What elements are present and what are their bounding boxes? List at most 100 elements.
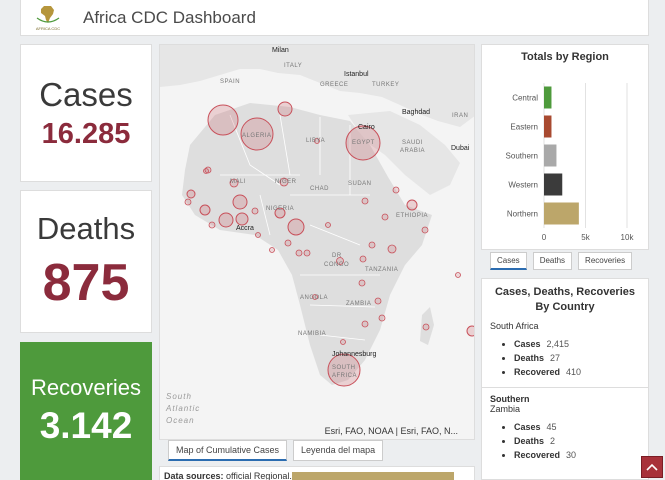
cases-bubble[interactable] <box>269 247 275 253</box>
cases-bubble[interactable] <box>374 297 382 305</box>
basemap <box>160 45 475 439</box>
cases-bubble[interactable] <box>255 232 261 238</box>
cases-bubble[interactable] <box>422 323 430 331</box>
cases-bubble[interactable] <box>287 218 305 236</box>
cases-bubble[interactable] <box>186 189 196 199</box>
cases-bubble[interactable] <box>378 314 386 322</box>
chart-tabs: Cases Deaths Recoveries <box>490 252 633 270</box>
stat-recovered: Recovered 410 <box>502 367 640 377</box>
tab-recoveries[interactable]: Recoveries <box>578 252 633 270</box>
list-item[interactable]: South Africa Cases 2,415 Deaths 27 Recover… <box>482 315 648 387</box>
map-label-algeria: ALGERIA <box>242 133 272 139</box>
map-tabs: Map of Cumulative Cases Leyenda del mapa <box>168 440 384 461</box>
x-tick-label: 10k <box>621 233 635 242</box>
cases-bubble[interactable] <box>336 257 344 265</box>
cases-bubble[interactable] <box>203 168 209 174</box>
africa-cdc-logo: AFRICA CDC <box>31 3 65 33</box>
region-name: Southern <box>490 394 530 404</box>
list-item[interactable]: Southern Zambia Cases 45 Deaths 2 Recovere… <box>482 388 648 470</box>
stat-cases: Cases 45 <box>502 422 640 432</box>
map-attribution[interactable]: Esri, FAO, NOAA | Esri, FAO, N... <box>324 426 458 436</box>
cases-bubble[interactable] <box>279 177 289 187</box>
stat-deaths: Deaths 27 <box>502 353 640 363</box>
cases-bubble[interactable] <box>387 244 397 254</box>
cases-bubble[interactable] <box>368 241 376 249</box>
cases-bubble[interactable] <box>421 226 429 234</box>
sources-text: official Regional... <box>226 471 297 480</box>
map-label-libya: LIBYA <box>306 138 326 144</box>
tab-deaths[interactable]: Deaths <box>532 252 573 270</box>
map-label-sudan: SUDAN <box>348 181 372 187</box>
map-label-italy: ITALY <box>284 63 303 69</box>
cases-bubble[interactable] <box>340 339 346 345</box>
map-label-arabia: ARABIA <box>400 148 426 154</box>
cases-bubble[interactable] <box>232 194 248 210</box>
recoveries-card: Recoveries 3.142 <box>20 342 152 480</box>
cases-bubble[interactable] <box>361 320 369 328</box>
cases-bubble[interactable] <box>406 199 418 211</box>
cases-bubble[interactable] <box>184 198 192 206</box>
scroll-to-top-button[interactable] <box>641 456 663 478</box>
cases-bubble[interactable] <box>392 186 400 194</box>
cases-bubble[interactable] <box>235 212 249 226</box>
map-view[interactable]: Milan ITALY SPAIN Istanbul GREECE TURKEY… <box>159 44 475 440</box>
category-label: Central <box>512 94 538 103</box>
cases-bubble[interactable] <box>240 117 274 151</box>
map-label-africa: AFRICA <box>332 373 358 379</box>
bar-southern <box>544 144 557 167</box>
cases-bubble[interactable] <box>327 353 361 387</box>
chart-plot: 0 5k 10k Central Eastern Southern Western North… <box>506 83 635 242</box>
list-title: Cases, Deaths, Recoveries By Country <box>494 286 636 313</box>
cases-bubble[interactable] <box>251 207 259 215</box>
map-label-tanzania: TANZANIA <box>365 267 399 273</box>
cases-bubble[interactable] <box>345 125 381 161</box>
map-label-spain: SPAIN <box>220 79 241 85</box>
map-label-accra: Accra <box>236 225 254 232</box>
cases-bubble[interactable] <box>381 213 389 221</box>
tab-cases[interactable]: Cases <box>490 252 527 270</box>
map-label-congo: CONGO <box>324 262 350 268</box>
cases-bubble[interactable] <box>229 178 239 188</box>
tab-map-cumulative-cases[interactable]: Map of Cumulative Cases <box>168 440 288 461</box>
map-label-south: SOUTH <box>332 365 356 371</box>
page-title: Africa CDC Dashboard <box>83 7 256 27</box>
map-label-milan: Milan <box>272 47 289 54</box>
cases-bubble[interactable] <box>218 212 234 228</box>
cases-bubble[interactable] <box>295 249 303 257</box>
category-label: Northern <box>507 210 538 219</box>
map-label-istanbul: Istanbul <box>344 71 369 78</box>
chevron-up-icon <box>646 463 658 471</box>
tab-map-legend[interactable]: Leyenda del mapa <box>293 440 384 461</box>
deaths-label: Deaths <box>36 210 136 246</box>
deaths-card: Deaths 875 <box>20 190 152 333</box>
cases-bubble[interactable] <box>466 325 475 337</box>
cases-value: 16.285 <box>41 117 131 150</box>
cases-bubble[interactable] <box>314 138 320 144</box>
cases-card: Cases 16.285 <box>20 44 152 182</box>
cases-bubble[interactable] <box>284 239 292 247</box>
map-label-cairo: Cairo <box>358 124 375 131</box>
cases-bubble[interactable] <box>358 279 366 287</box>
cases-bubble[interactable] <box>199 204 211 216</box>
cases-bubble[interactable] <box>359 255 367 263</box>
cases-bubble[interactable] <box>207 104 239 136</box>
cases-bubble[interactable] <box>274 207 286 219</box>
cases-bubble[interactable] <box>312 294 318 300</box>
x-tick-label: 0 <box>542 233 547 242</box>
map-label-niger: NIGER <box>275 179 297 185</box>
totals-by-region-chart: Totals by Region 0 5k 10k Central Eastern Sou… <box>481 44 649 250</box>
cases-bubble[interactable] <box>208 221 216 229</box>
cases-bubble[interactable] <box>303 249 311 257</box>
cases-bubble[interactable] <box>361 197 369 205</box>
map-label-egypt: EGYPT <box>352 140 375 146</box>
map-label-greece: GREECE <box>320 82 349 88</box>
sources-label: Data sources: <box>164 471 224 480</box>
chart-title: Totals by Region <box>521 51 609 63</box>
map-label-iran: IRAN <box>452 113 469 119</box>
country-name: Zambia <box>490 404 521 414</box>
cases-bubble[interactable] <box>325 222 331 228</box>
cases-bubble[interactable] <box>455 272 461 278</box>
cases-bubble[interactable] <box>277 101 293 117</box>
africa-map-logo-icon <box>36 6 60 23</box>
category-label: Southern <box>506 152 538 161</box>
